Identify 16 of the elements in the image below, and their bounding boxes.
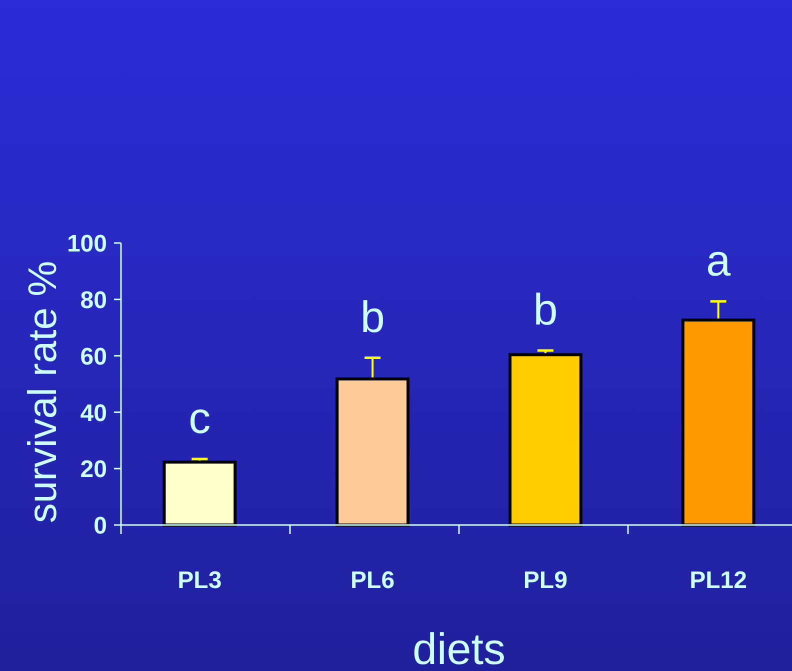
x-tick-label: PL6 bbox=[350, 567, 395, 594]
annotation: b bbox=[360, 292, 385, 342]
y-tick-label: 80 bbox=[80, 287, 107, 314]
annotation: a bbox=[706, 236, 732, 286]
annotation: c bbox=[188, 394, 211, 444]
y-tick-label: 60 bbox=[80, 343, 107, 370]
x-axis-title: diets bbox=[412, 625, 506, 671]
y-axis-title: survival rate % bbox=[21, 260, 65, 524]
x-tick-label: PL9 bbox=[523, 567, 568, 594]
x-tick-label: PL12 bbox=[690, 567, 748, 594]
x-tick-label: PL3 bbox=[178, 567, 222, 594]
y-tick-label: 40 bbox=[80, 400, 107, 427]
y-tick-label: 0 bbox=[94, 512, 107, 540]
y-tick-label: 100 bbox=[66, 230, 107, 258]
annotation: b bbox=[533, 285, 558, 334]
y-tick-label: 20 bbox=[80, 456, 107, 484]
